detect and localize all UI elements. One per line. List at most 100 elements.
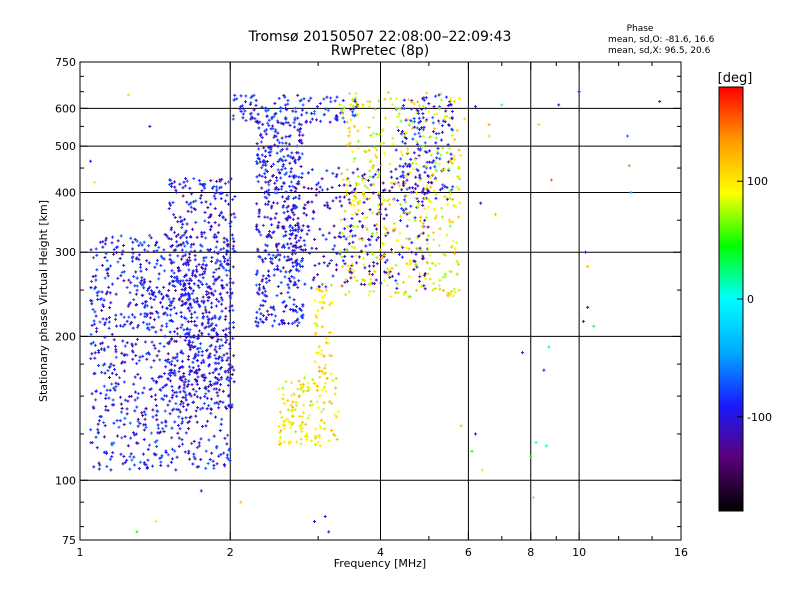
data-point xyxy=(104,408,108,412)
data-point xyxy=(144,425,148,429)
data-point xyxy=(217,250,221,254)
data-point xyxy=(106,345,110,349)
data-point xyxy=(110,371,114,375)
data-point xyxy=(220,286,224,290)
data-point xyxy=(105,451,109,455)
data-point xyxy=(92,319,96,323)
data-point xyxy=(106,408,110,412)
data-point xyxy=(141,301,145,305)
data-point xyxy=(142,386,146,390)
data-point xyxy=(143,417,147,421)
data-point xyxy=(164,450,168,454)
data-point xyxy=(120,406,124,410)
data-point xyxy=(97,461,101,465)
data-point xyxy=(196,284,200,288)
data-point xyxy=(90,302,94,306)
data-point xyxy=(157,315,161,319)
grid-lines xyxy=(80,62,681,540)
data-point xyxy=(134,432,138,436)
data-point xyxy=(125,412,129,416)
data-point xyxy=(114,251,118,255)
data-point xyxy=(116,239,120,243)
data-point xyxy=(184,398,188,402)
data-point xyxy=(92,322,96,326)
data-point xyxy=(150,395,154,399)
data-point xyxy=(104,252,108,256)
stats-line-o: mean, sd,O: -81.6, 16.6 xyxy=(608,35,715,45)
chart-title: Tromsø 20150507 22:08:00–22:09:43 xyxy=(248,29,512,45)
data-point xyxy=(156,311,160,315)
data-point xyxy=(187,419,191,423)
data-point xyxy=(95,268,99,272)
data-point xyxy=(226,356,230,360)
data-point xyxy=(95,446,99,450)
data-point xyxy=(145,259,149,263)
data-point xyxy=(160,324,164,328)
data-point xyxy=(123,460,127,464)
data-point xyxy=(169,258,173,262)
data-point xyxy=(137,253,141,257)
data-point xyxy=(103,242,107,246)
data-point xyxy=(127,315,131,319)
data-point xyxy=(146,289,150,293)
data-point xyxy=(100,263,104,267)
data-point xyxy=(169,374,173,378)
data-point xyxy=(102,305,106,309)
data-point xyxy=(179,326,183,330)
data-point xyxy=(121,249,125,253)
data-point xyxy=(152,379,156,383)
data-point xyxy=(139,269,143,273)
data-point xyxy=(156,423,160,427)
data-point xyxy=(140,279,144,283)
data-point xyxy=(163,269,167,273)
data-point xyxy=(207,325,211,329)
data-point xyxy=(126,399,130,403)
data-point xyxy=(90,392,94,396)
data-point xyxy=(188,457,192,461)
data-point xyxy=(173,420,177,424)
data-point xyxy=(143,340,147,344)
data-point xyxy=(225,352,229,356)
data-point xyxy=(212,270,216,274)
data-point xyxy=(170,447,174,451)
data-point xyxy=(93,351,97,355)
data-point xyxy=(91,308,95,312)
data-point xyxy=(183,332,187,336)
data-point xyxy=(177,444,181,448)
data-point xyxy=(110,332,114,336)
data-point xyxy=(165,307,169,311)
data-point xyxy=(148,292,152,296)
data-point xyxy=(116,382,120,386)
data-point xyxy=(192,452,196,456)
data-point xyxy=(157,245,161,249)
data-point xyxy=(111,398,115,402)
data-point xyxy=(119,234,123,238)
data-point xyxy=(143,303,147,307)
data-point xyxy=(210,301,214,305)
data-point xyxy=(193,393,197,397)
data-point xyxy=(99,347,103,351)
data-point xyxy=(174,468,178,472)
data-point xyxy=(89,279,93,283)
data-point xyxy=(176,423,180,427)
data-point xyxy=(161,385,165,389)
data-point xyxy=(218,263,222,267)
data-point xyxy=(106,268,110,272)
data-point xyxy=(89,428,93,432)
data-point xyxy=(220,309,224,313)
data-point xyxy=(128,322,132,326)
data-point xyxy=(205,396,209,400)
data-point xyxy=(142,428,146,432)
data-point xyxy=(115,245,119,249)
data-point xyxy=(221,328,225,332)
data-point xyxy=(142,410,146,414)
data-point xyxy=(187,449,191,453)
data-point xyxy=(128,455,132,459)
stats-heading: Phase xyxy=(627,24,654,34)
data-point xyxy=(228,363,232,367)
data-point xyxy=(214,323,218,327)
data-point xyxy=(105,317,109,321)
data-point xyxy=(109,362,113,366)
data-point xyxy=(135,288,139,292)
